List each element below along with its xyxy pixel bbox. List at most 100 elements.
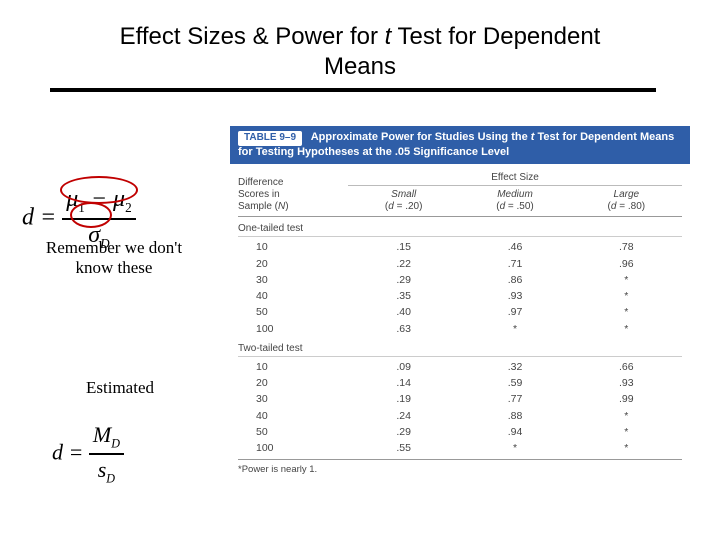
- colhead-left-l2: Scores in: [238, 189, 280, 200]
- cell-large: *: [571, 408, 682, 424]
- eq2-lhs: d =: [52, 439, 89, 464]
- eq2-fraction: MD sD: [89, 422, 124, 487]
- colhead-left-l3-post: ): [285, 201, 288, 212]
- cell-large: .78: [571, 239, 682, 255]
- eq2-den-s: s: [98, 457, 107, 482]
- cell-medium: .77: [459, 391, 570, 407]
- cell-large: .99: [571, 391, 682, 407]
- cell-medium: .93: [459, 288, 570, 304]
- note-remember: Remember we don't know these: [24, 238, 204, 279]
- eq1-lhs: d =: [22, 204, 62, 230]
- circle-numerator: [60, 176, 138, 204]
- cell-n: 10: [238, 239, 348, 255]
- table-row: 10.09.32.66: [238, 359, 682, 375]
- cell-n: 20: [238, 375, 348, 391]
- cell-large: *: [571, 424, 682, 440]
- col-large-d-post: = .80): [616, 201, 645, 212]
- table-row: 10.15.46.78: [238, 239, 682, 255]
- cell-large: *: [571, 272, 682, 288]
- cell-medium: .59: [459, 375, 570, 391]
- eq2-num-M: M: [93, 422, 111, 447]
- table-row: 20.14.59.93: [238, 375, 682, 391]
- cell-medium: .97: [459, 304, 570, 320]
- cell-large: .93: [571, 375, 682, 391]
- col-small-label: Small: [391, 189, 416, 200]
- effect-size-label: Effect Size: [348, 172, 682, 183]
- table-row: 30.29.86*: [238, 272, 682, 288]
- rows-two-tailed: 10.09.32.6620.14.59.9330.19.77.9940.24.8…: [238, 359, 682, 457]
- cell-medium: .94: [459, 424, 570, 440]
- col-medium-label: Medium: [497, 189, 533, 200]
- cell-small: .15: [348, 239, 459, 255]
- eq2-num-sub: D: [111, 436, 120, 450]
- cell-small: .63: [348, 321, 459, 337]
- table-row: 100.55**: [238, 440, 682, 456]
- cell-large: *: [571, 440, 682, 456]
- table-body: Difference Scores in Sample (N) Effect S…: [230, 164, 690, 481]
- note-remember-l2: know these: [76, 258, 153, 277]
- table-column-header: Difference Scores in Sample (N) Effect S…: [238, 168, 682, 217]
- cell-large: *: [571, 321, 682, 337]
- cell-medium: .32: [459, 359, 570, 375]
- eq1-num-sub2: 2: [125, 200, 132, 215]
- cell-medium: .71: [459, 256, 570, 272]
- cell-large: *: [571, 288, 682, 304]
- cell-small: .29: [348, 424, 459, 440]
- table-title-pre: Approximate Power for Studies Using the: [311, 131, 531, 143]
- table-header: TABLE 9–9 Approximate Power for Studies …: [230, 126, 690, 164]
- cell-n: 100: [238, 440, 348, 456]
- table-row: 100.63**: [238, 321, 682, 337]
- circle-denominator: [70, 202, 112, 228]
- cell-medium: *: [459, 321, 570, 337]
- rows-one-tailed: 10.15.46.7820.22.71.9630.29.86*40.35.93*…: [238, 239, 682, 337]
- cell-small: .35: [348, 288, 459, 304]
- note-estimated: Estimated: [60, 378, 180, 398]
- cell-small: .22: [348, 256, 459, 272]
- col-small-d-post: = .20): [394, 201, 423, 212]
- cell-small: .24: [348, 408, 459, 424]
- equation-sample-d: d = MD sD: [52, 422, 124, 487]
- cell-small: .29: [348, 272, 459, 288]
- cell-large: *: [571, 304, 682, 320]
- table-row: 40.35.93*: [238, 288, 682, 304]
- cell-n: 50: [238, 304, 348, 320]
- table-row: 40.24.88*: [238, 408, 682, 424]
- cell-n: 50: [238, 424, 348, 440]
- cell-small: .19: [348, 391, 459, 407]
- cell-small: .40: [348, 304, 459, 320]
- cell-n: 20: [238, 256, 348, 272]
- colhead-left-l1: Difference: [238, 177, 283, 188]
- cell-n: 30: [238, 391, 348, 407]
- cell-medium: *: [459, 440, 570, 456]
- colhead-left-l3-pre: Sample (: [238, 201, 278, 212]
- cell-medium: .46: [459, 239, 570, 255]
- table-row: 20.22.71.96: [238, 256, 682, 272]
- cell-n: 40: [238, 408, 348, 424]
- cell-medium: .88: [459, 408, 570, 424]
- cell-small: .55: [348, 440, 459, 456]
- cell-n: 100: [238, 321, 348, 337]
- power-table: TABLE 9–9 Approximate Power for Studies …: [230, 126, 690, 481]
- effect-size-columns: Small (d = .20) Medium (d = .50) Large (…: [348, 185, 682, 213]
- title-underline: [50, 88, 656, 92]
- col-medium-d-post: = .50): [505, 201, 534, 212]
- section-two-tailed: Two-tailed test: [238, 337, 682, 357]
- title-line1-post: Test for Dependent: [391, 23, 600, 50]
- cell-large: .66: [571, 359, 682, 375]
- cell-n: 40: [238, 288, 348, 304]
- title-line1-pre: Effect Sizes & Power for: [120, 23, 385, 50]
- section-one-tailed: One-tailed test: [238, 217, 682, 237]
- cell-large: .96: [571, 256, 682, 272]
- cell-small: .14: [348, 375, 459, 391]
- cell-medium: .86: [459, 272, 570, 288]
- eq2-den-sub: D: [106, 472, 115, 486]
- cell-n: 30: [238, 272, 348, 288]
- table-row: 50.29.94*: [238, 424, 682, 440]
- table-label: TABLE 9–9: [238, 131, 302, 146]
- title-line2: Means: [0, 52, 720, 82]
- slide-title: Effect Sizes & Power for t Test for Depe…: [0, 22, 720, 82]
- note-remember-l1: Remember we don't: [46, 238, 182, 257]
- table-row: 30.19.77.99: [238, 391, 682, 407]
- table-row: 50.40.97*: [238, 304, 682, 320]
- colhead-left: Difference Scores in Sample (N): [238, 177, 348, 213]
